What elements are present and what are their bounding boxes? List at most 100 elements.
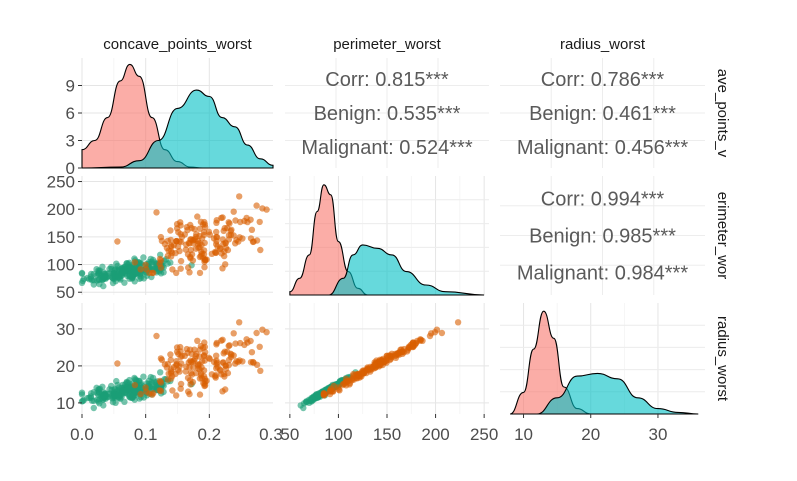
density-concave_points_worst-malignant xyxy=(81,89,274,169)
point-malignant xyxy=(213,228,220,236)
strip-label-top-0: concave_points_worst xyxy=(103,36,252,53)
corr-text-1-1: Benign: 0.461*** xyxy=(529,103,676,125)
x-tick-label-2-2: 30 xyxy=(648,425,667,444)
x-tick-label-1-3: 200 xyxy=(421,425,449,444)
point-malignant xyxy=(244,339,251,346)
density-perimeter_worst-malignant xyxy=(328,244,485,296)
y-tick-label-1-0: 50 xyxy=(56,283,75,302)
point-malignant xyxy=(187,346,194,353)
point-malignant xyxy=(167,248,175,255)
point-benign xyxy=(306,397,313,405)
point-malignant xyxy=(185,264,192,271)
point-malignant xyxy=(410,342,417,350)
x-tick-label-0-end: 0.3 xyxy=(259,425,283,444)
scatter-panel-concave_points_worst-vs-perimeter_worst xyxy=(78,193,270,290)
corr-text-0-0: Corr: 0.815*** xyxy=(325,69,449,91)
point-benign xyxy=(126,392,133,399)
x-tick-label-0-2: 0.2 xyxy=(198,425,222,444)
point-malignant xyxy=(137,266,144,273)
point-malignant xyxy=(431,329,439,336)
point-malignant xyxy=(326,387,334,394)
point-malignant xyxy=(177,385,184,392)
point-malignant xyxy=(196,269,204,277)
point-benign xyxy=(114,391,122,398)
point-malignant xyxy=(177,265,184,272)
point-malignant xyxy=(194,240,201,247)
point-malignant xyxy=(196,391,204,398)
scatter-panel-concave_points_worst-vs-radius_worst xyxy=(78,319,270,412)
y-tick-label-2-1: 20 xyxy=(56,357,75,376)
point-benign xyxy=(140,254,147,261)
point-malignant xyxy=(213,361,220,368)
point-malignant xyxy=(198,248,205,255)
point-malignant xyxy=(208,250,216,257)
point-benign xyxy=(78,391,86,398)
point-benign xyxy=(86,276,93,283)
point-malignant xyxy=(201,264,208,271)
density-panel-perimeter_worst xyxy=(289,184,485,296)
point-benign xyxy=(99,383,106,390)
x-tick-label-1-1: 100 xyxy=(324,425,352,444)
corr-panel-1: Corr: 0.786*** Benign: 0.461*** Malignant:… xyxy=(517,69,688,159)
point-malignant xyxy=(219,336,226,343)
point-malignant xyxy=(376,356,384,363)
x-tick-label-1-2: 150 xyxy=(373,425,401,444)
corr-panel-2: Corr: 0.994*** Benign: 0.985*** Malignant:… xyxy=(517,189,688,285)
point-malignant xyxy=(167,370,175,377)
point-malignant xyxy=(188,358,195,366)
point-malignant xyxy=(236,193,243,200)
point-malignant xyxy=(224,246,232,254)
point-malignant xyxy=(222,261,229,268)
point-malignant xyxy=(196,225,204,232)
corr-text-2-1: Benign: 0.985*** xyxy=(529,226,676,248)
point-malignant xyxy=(253,361,261,368)
point-malignant xyxy=(188,371,196,378)
point-malignant xyxy=(232,340,239,347)
strip-label-top-1: perimeter_worst xyxy=(333,36,441,53)
y-tick-label-2-0: 10 xyxy=(56,394,75,413)
point-malignant xyxy=(194,337,201,344)
point-malignant xyxy=(156,255,164,263)
scatter-panel-perimeter_worst-vs-radius_worst xyxy=(297,319,462,412)
point-malignant xyxy=(137,390,144,398)
point-malignant xyxy=(358,370,365,377)
point-malignant xyxy=(169,387,176,394)
x-tick-label-0-0: 0.0 xyxy=(70,425,94,444)
point-malignant xyxy=(221,252,228,260)
point-malignant xyxy=(197,342,205,350)
point-malignant xyxy=(256,343,263,350)
point-malignant xyxy=(194,362,201,369)
point-benign xyxy=(93,384,100,391)
point-malignant xyxy=(225,342,232,350)
point-malignant xyxy=(219,214,226,221)
x-tick-label-1-4: 250 xyxy=(470,425,498,444)
point-benign xyxy=(121,279,128,286)
point-malignant xyxy=(157,264,165,271)
point-malignant xyxy=(173,225,181,232)
point-malignant xyxy=(182,368,189,375)
point-malignant xyxy=(161,240,169,248)
corr-text-0-2: Malignant: 0.524*** xyxy=(301,137,472,159)
point-malignant xyxy=(167,351,174,358)
point-malignant xyxy=(239,358,246,365)
point-malignant xyxy=(335,386,342,393)
x-tick-label-2-1: 20 xyxy=(581,425,600,444)
point-malignant xyxy=(203,377,210,385)
point-malignant xyxy=(213,237,220,245)
point-malignant xyxy=(225,219,232,226)
point-malignant xyxy=(178,352,186,359)
point-malignant xyxy=(177,257,185,265)
point-malignant xyxy=(161,361,169,368)
point-benign xyxy=(140,373,147,380)
strip-label-right-1: erimeter_wor xyxy=(714,192,731,280)
point-malignant xyxy=(178,233,186,241)
point-benign xyxy=(106,265,113,273)
y-tick-label-0-1: 3 xyxy=(66,132,75,151)
point-malignant xyxy=(153,209,160,216)
point-malignant xyxy=(330,382,337,390)
point-malignant xyxy=(257,367,264,374)
point-malignant xyxy=(232,240,239,247)
point-malignant xyxy=(187,253,194,261)
point-malignant xyxy=(182,246,189,253)
